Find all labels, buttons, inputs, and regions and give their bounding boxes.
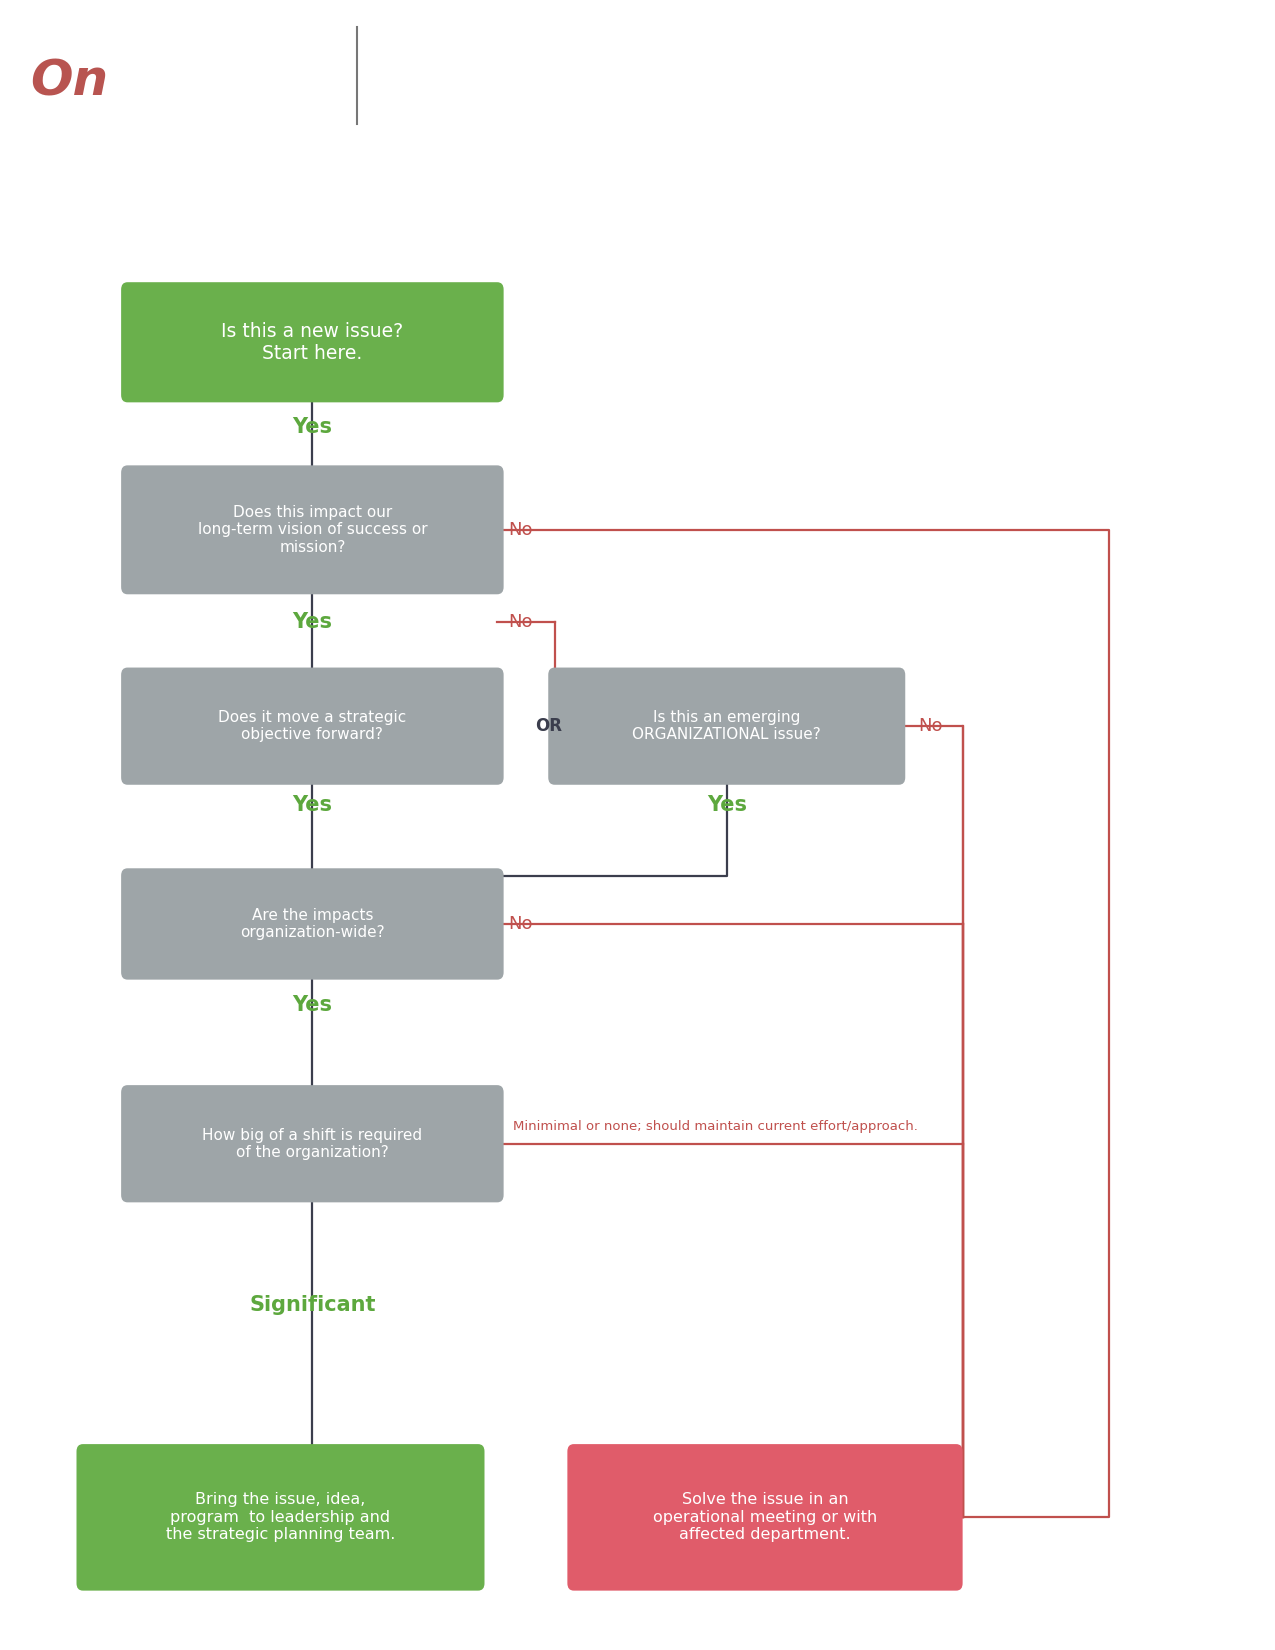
Text: Is this an emerging
ORGANIZATIONAL issue?: Is this an emerging ORGANIZATIONAL issue… <box>632 710 821 742</box>
Text: Does this impact our
long-term vision of success or
mission?: Does this impact our long-term vision of… <box>198 505 427 554</box>
Text: Are the impacts
organization-wide?: Are the impacts organization-wide? <box>240 908 385 940</box>
Text: Solve the issue in an
operational meeting or with
affected department.: Solve the issue in an operational meetin… <box>653 1493 877 1543</box>
Text: OR: OR <box>534 718 562 736</box>
Text: Yes: Yes <box>706 795 747 815</box>
Text: Yes: Yes <box>292 795 333 815</box>
FancyBboxPatch shape <box>567 1444 963 1591</box>
Text: Yes: Yes <box>292 417 333 437</box>
Text: How big of a shift is required
of the organization?: How big of a shift is required of the or… <box>203 1127 422 1160</box>
FancyBboxPatch shape <box>121 668 504 785</box>
Text: No: No <box>507 614 533 632</box>
Text: Strategic or Not Flow Chart: Strategic or Not Flow Chart <box>402 64 892 99</box>
FancyBboxPatch shape <box>76 1444 484 1591</box>
FancyBboxPatch shape <box>121 1086 504 1203</box>
FancyBboxPatch shape <box>121 282 504 403</box>
Text: Yes: Yes <box>292 995 333 1015</box>
FancyBboxPatch shape <box>548 668 905 785</box>
Text: Is this a new issue?
Start here.: Is this a new issue? Start here. <box>222 322 403 363</box>
Text: On: On <box>31 58 108 106</box>
Text: Strategy: Strategy <box>108 58 353 106</box>
FancyBboxPatch shape <box>121 868 504 980</box>
Text: No: No <box>507 916 533 932</box>
Text: Yes: Yes <box>292 612 333 632</box>
Text: No: No <box>918 718 944 736</box>
FancyBboxPatch shape <box>121 465 504 594</box>
Text: Minimimal or none; should maintain current effort/approach.: Minimimal or none; should maintain curre… <box>513 1120 918 1134</box>
Text: No: No <box>507 521 533 540</box>
Text: Does it move a strategic
objective forward?: Does it move a strategic objective forwa… <box>218 710 407 742</box>
Text: Bring the issue, idea,
program  to leadership and
the strategic planning team.: Bring the issue, idea, program to leader… <box>166 1493 395 1543</box>
Text: Significant: Significant <box>249 1295 376 1315</box>
